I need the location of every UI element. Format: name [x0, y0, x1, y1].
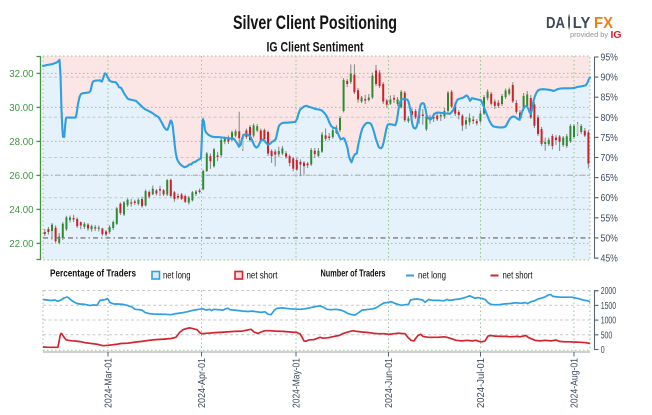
svg-text:50%: 50% — [601, 233, 619, 244]
svg-text:net short: net short — [247, 271, 278, 282]
svg-text:75%: 75% — [601, 133, 619, 144]
svg-text:55%: 55% — [601, 213, 619, 224]
svg-text:2024-Apr-01: 2024-Apr-01 — [197, 358, 208, 408]
svg-text:22.00: 22.00 — [9, 239, 34, 250]
svg-text:2024-Jul-01: 2024-Jul-01 — [476, 358, 487, 408]
svg-text:90%: 90% — [601, 73, 619, 84]
svg-text:80%: 80% — [601, 113, 619, 124]
svg-text:24.00: 24.00 — [9, 205, 34, 216]
svg-text:70%: 70% — [601, 153, 619, 164]
svg-text:2000: 2000 — [601, 286, 617, 297]
svg-text:45%: 45% — [601, 254, 619, 265]
svg-text:net long: net long — [163, 271, 191, 282]
svg-text:28.00: 28.00 — [9, 137, 34, 148]
svg-text:IG: IG — [611, 29, 622, 41]
svg-text:2024-Jun-01: 2024-Jun-01 — [384, 358, 395, 408]
svg-text:LY: LY — [573, 15, 591, 32]
svg-text:2024-Mar-01: 2024-Mar-01 — [104, 358, 115, 408]
svg-text:85%: 85% — [601, 93, 619, 104]
svg-text:1000: 1000 — [601, 316, 617, 327]
svg-text:95%: 95% — [601, 53, 619, 64]
svg-text:2024-Aug-01: 2024-Aug-01 — [570, 358, 581, 408]
svg-text:60%: 60% — [601, 193, 619, 204]
svg-text:26.00: 26.00 — [9, 171, 34, 182]
svg-text:Silver Client Positioning: Silver Client Positioning — [233, 13, 397, 34]
svg-text:Number of Traders: Number of Traders — [321, 268, 386, 279]
svg-text:net short: net short — [503, 271, 533, 282]
svg-text:provided by: provided by — [570, 30, 608, 39]
svg-text:IG Client Sentiment: IG Client Sentiment — [267, 39, 364, 55]
svg-text:500: 500 — [601, 330, 613, 341]
svg-text:Percentage of Traders: Percentage of Traders — [50, 268, 136, 279]
svg-text:net long: net long — [418, 271, 446, 282]
svg-text:2024-May-01: 2024-May-01 — [292, 358, 303, 408]
svg-text:DA: DA — [546, 15, 565, 32]
svg-text:0: 0 — [601, 345, 605, 356]
svg-text:30.00: 30.00 — [9, 103, 34, 114]
svg-text:65%: 65% — [601, 173, 619, 184]
svg-text:FX: FX — [594, 15, 614, 32]
svg-text:32.00: 32.00 — [9, 69, 34, 80]
svg-text:1500: 1500 — [601, 301, 617, 312]
